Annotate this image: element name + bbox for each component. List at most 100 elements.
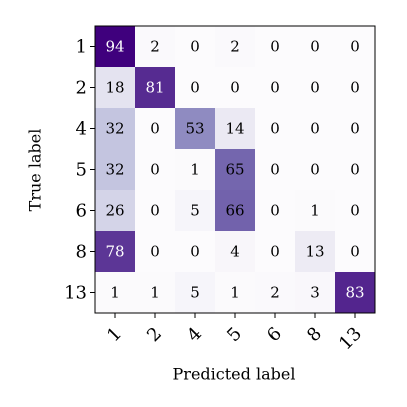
cell-value: 1 <box>110 284 120 302</box>
cell <box>215 231 255 272</box>
y-tick-label: 13 <box>64 283 87 304</box>
cell-value: 66 <box>225 202 244 220</box>
cell <box>295 67 335 108</box>
cell <box>175 108 215 149</box>
x-axis-label: Predicted label <box>173 365 296 384</box>
cell-value: 83 <box>345 284 364 302</box>
x-tick-label: 5 <box>223 323 246 346</box>
cell <box>295 231 335 272</box>
cell-value: 14 <box>225 120 244 138</box>
cell <box>215 67 255 108</box>
cell <box>335 190 375 231</box>
cell <box>175 67 215 108</box>
cell-value: 5 <box>190 202 200 220</box>
cell <box>255 231 295 272</box>
cell-value: 65 <box>225 161 244 179</box>
x-tick-label: 4 <box>183 323 206 346</box>
cell <box>335 149 375 190</box>
cell-value: 0 <box>270 161 280 179</box>
cell <box>255 26 295 67</box>
cell-value: 0 <box>270 38 280 56</box>
y-tick-label: 8 <box>76 242 87 263</box>
cell <box>295 190 335 231</box>
cell <box>95 231 135 272</box>
cell-value: 0 <box>350 38 360 56</box>
cell <box>175 190 215 231</box>
cell-value: 0 <box>230 79 240 97</box>
cell-value: 0 <box>310 79 320 97</box>
cell-value: 3 <box>310 284 320 302</box>
cell-value: 0 <box>270 202 280 220</box>
cell-value: 5 <box>190 284 200 302</box>
cell-value: 0 <box>350 79 360 97</box>
cell <box>95 108 135 149</box>
y-tick-label: 4 <box>76 119 87 140</box>
cell-value: 4 <box>230 243 240 261</box>
cell-value: 0 <box>150 120 160 138</box>
cell <box>255 108 295 149</box>
cell-value: 26 <box>105 202 124 220</box>
cell-value: 0 <box>350 243 360 261</box>
x-tick-label: 8 <box>303 323 326 346</box>
cell-value: 2 <box>150 38 160 56</box>
cell-value: 1 <box>310 202 320 220</box>
cell-value: 1 <box>190 161 200 179</box>
cell-value: 0 <box>150 243 160 261</box>
cell <box>95 67 135 108</box>
cell-value: 13 <box>305 243 324 261</box>
cell <box>135 190 175 231</box>
cell-value: 32 <box>105 120 124 138</box>
y-tick-label: 6 <box>76 201 87 222</box>
y-tick-label: 5 <box>76 160 87 181</box>
cell <box>335 26 375 67</box>
cell <box>335 231 375 272</box>
cell <box>335 108 375 149</box>
cell-value: 81 <box>145 79 164 97</box>
cell <box>95 272 135 313</box>
cell-value: 53 <box>185 120 204 138</box>
cell-value: 94 <box>105 38 124 56</box>
cell <box>255 272 295 313</box>
cell-value: 0 <box>190 79 200 97</box>
cell <box>295 149 335 190</box>
cell <box>135 272 175 313</box>
cell-value: 0 <box>190 38 200 56</box>
cell-value: 18 <box>105 79 124 97</box>
x-tick-label: 2 <box>143 323 166 346</box>
cell <box>135 26 175 67</box>
cell <box>175 149 215 190</box>
cell <box>135 67 175 108</box>
cell-value: 0 <box>310 120 320 138</box>
cell-value: 0 <box>270 243 280 261</box>
cell <box>175 26 215 67</box>
cell-value: 0 <box>150 202 160 220</box>
cell <box>175 272 215 313</box>
cell-value: 0 <box>310 161 320 179</box>
cell <box>215 26 255 67</box>
cell-value: 78 <box>105 243 124 261</box>
cell-value: 0 <box>270 79 280 97</box>
cell <box>135 149 175 190</box>
cell <box>175 231 215 272</box>
cell <box>135 231 175 272</box>
cell-value: 0 <box>310 38 320 56</box>
cell-value: 1 <box>150 284 160 302</box>
cell <box>295 108 335 149</box>
cell <box>255 67 295 108</box>
cell-value: 32 <box>105 161 124 179</box>
cell <box>335 67 375 108</box>
cell <box>95 149 135 190</box>
cell <box>215 272 255 313</box>
cell <box>255 149 295 190</box>
cell-value: 0 <box>350 161 360 179</box>
cell-value: 0 <box>150 161 160 179</box>
cell-value: 0 <box>270 120 280 138</box>
cell-value: 0 <box>190 243 200 261</box>
cell <box>95 190 135 231</box>
cell-value: 0 <box>350 202 360 220</box>
cell-value: 1 <box>230 284 240 302</box>
cell-value: 0 <box>350 120 360 138</box>
cell <box>215 149 255 190</box>
cell-value: 2 <box>270 284 280 302</box>
